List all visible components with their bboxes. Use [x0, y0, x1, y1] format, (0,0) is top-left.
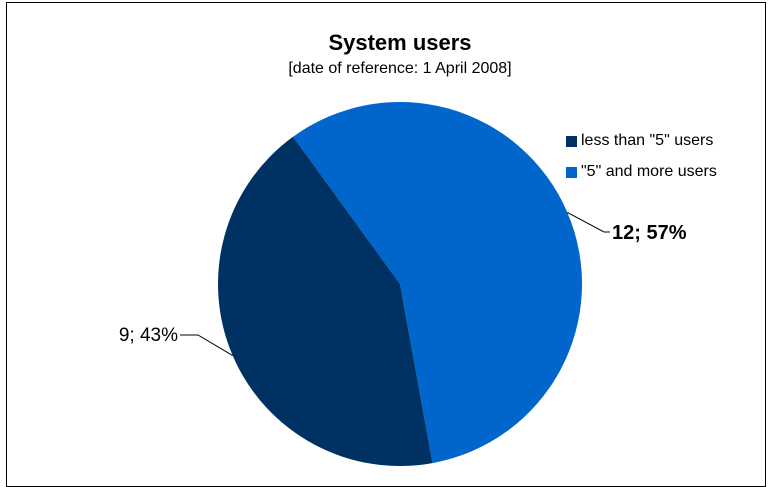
data-label-less-than-5: 9; 43% — [119, 325, 178, 346]
chart-title: System users — [328, 30, 472, 55]
leader-line-5-and-more — [567, 212, 610, 233]
pie-slice-5-and-more — [293, 101, 582, 464]
legend-swatch-5-and-more — [566, 166, 577, 178]
leader-lines — [180, 212, 610, 356]
data-labels: 12; 57% 9; 43% — [119, 222, 687, 346]
pie-slices — [218, 101, 582, 466]
chart-subtitle: [date of reference: 1 April 2008] — [288, 60, 512, 77]
legend-label-less-than-5: less than "5" users — [581, 132, 714, 149]
legend-swatch-less-than-5 — [566, 135, 577, 147]
legend-item-5-and-more: "5" and more users — [566, 161, 717, 183]
legend-item-less-than-5: less than "5" users — [566, 130, 717, 152]
data-label-5-and-more: 12; 57% — [612, 222, 687, 244]
legend-label-5-and-more: "5" and more users — [581, 163, 717, 180]
leader-line-less-than-5 — [180, 334, 233, 356]
pie-slice-less-than-5 — [218, 136, 433, 466]
legend: less than "5" users "5" and more users — [566, 130, 717, 192]
